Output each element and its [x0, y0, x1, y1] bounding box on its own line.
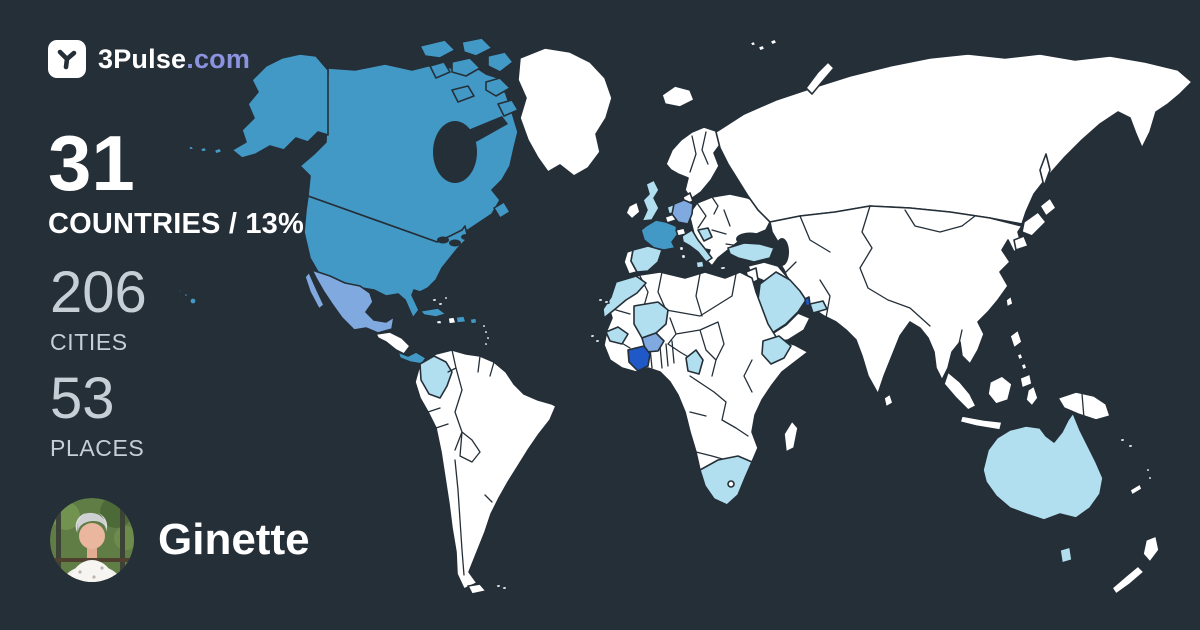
country-iceland	[661, 85, 695, 108]
brand-logo[interactable]: 3Pulse.com	[48, 40, 250, 78]
region-indonesia	[943, 371, 1111, 431]
countries-label: COUNTRIES / 13%	[48, 207, 304, 240]
island-sri-lanka	[883, 393, 894, 408]
continent-south-america	[414, 349, 557, 595]
stat-countries: 31 COUNTRIES / 13%	[48, 119, 304, 241]
country-dominican-republic	[455, 315, 467, 324]
island-taiwan	[1005, 295, 1014, 308]
continent-north-america	[178, 37, 695, 319]
country-haiti	[447, 316, 457, 325]
region-scandinavia	[665, 126, 723, 200]
country-france	[640, 219, 679, 251]
user-name: Ginette	[158, 515, 310, 564]
country-usa-alaska	[231, 53, 329, 159]
country-qatar	[804, 296, 811, 307]
country-germany	[671, 199, 694, 225]
country-guinea	[605, 326, 629, 345]
continent-europe	[623, 126, 773, 275]
region-guatemala-honduras	[375, 331, 411, 355]
island-tierra-del-fuego	[467, 583, 487, 595]
country-new-zealand	[1111, 535, 1160, 595]
stat-places: 53 PLACES	[50, 370, 144, 462]
country-mexico	[311, 269, 395, 334]
islands-hawaii	[178, 288, 198, 305]
stat-cities: 206 CITIES	[50, 264, 147, 356]
country-colombia	[419, 355, 453, 399]
country-turkey	[727, 242, 775, 263]
island-crete	[719, 265, 727, 271]
island-tasmania	[1059, 546, 1073, 564]
black-sea	[736, 232, 764, 246]
country-italy	[681, 229, 713, 263]
island-new-caledonia	[1129, 483, 1143, 496]
places-value: 53	[50, 366, 115, 431]
island-madagascar	[783, 420, 799, 453]
islands-lesser-antilles	[481, 323, 491, 347]
island-sicily	[695, 260, 705, 269]
brand-name: 3Pulse.com	[98, 43, 251, 74]
user-block: Ginette	[50, 498, 310, 582]
country-lesotho	[727, 480, 735, 488]
country-greenland	[517, 47, 613, 177]
region-central-america	[304, 269, 491, 365]
islands-novaya-zemlya	[805, 61, 835, 95]
country-south-africa	[699, 455, 753, 506]
island-newfoundland	[493, 201, 511, 219]
pulse-logo-icon	[48, 40, 86, 78]
country-ethiopia	[761, 335, 792, 365]
island-sakhalin	[1039, 153, 1051, 187]
country-russia	[715, 53, 1193, 225]
island-jamaica	[435, 319, 443, 325]
country-ireland	[625, 201, 641, 220]
country-united-kingdom	[641, 179, 660, 222]
cities-value: 206	[50, 260, 147, 325]
country-cuba	[419, 307, 447, 318]
country-uae	[809, 300, 828, 314]
country-cameroon	[685, 349, 704, 375]
user-avatar	[50, 498, 134, 582]
places-label: PLACES	[50, 435, 145, 461]
countries-value: 31	[48, 119, 135, 207]
continent-oceania	[982, 412, 1160, 595]
brand-tld: .com	[186, 43, 251, 74]
country-philippines	[1009, 329, 1033, 389]
mexico-baja-peninsula	[304, 271, 325, 310]
country-ivory-coast	[627, 345, 651, 372]
country-mali	[633, 301, 669, 339]
country-japan	[1013, 197, 1057, 251]
cities-label: CITIES	[50, 329, 128, 355]
country-croatia	[697, 227, 713, 242]
country-spain	[630, 245, 663, 273]
island-puerto-rico	[469, 317, 478, 325]
continent-africa	[589, 271, 809, 506]
country-australia	[982, 412, 1104, 521]
continent-asia	[715, 38, 1193, 431]
caspian-sea	[775, 238, 789, 266]
